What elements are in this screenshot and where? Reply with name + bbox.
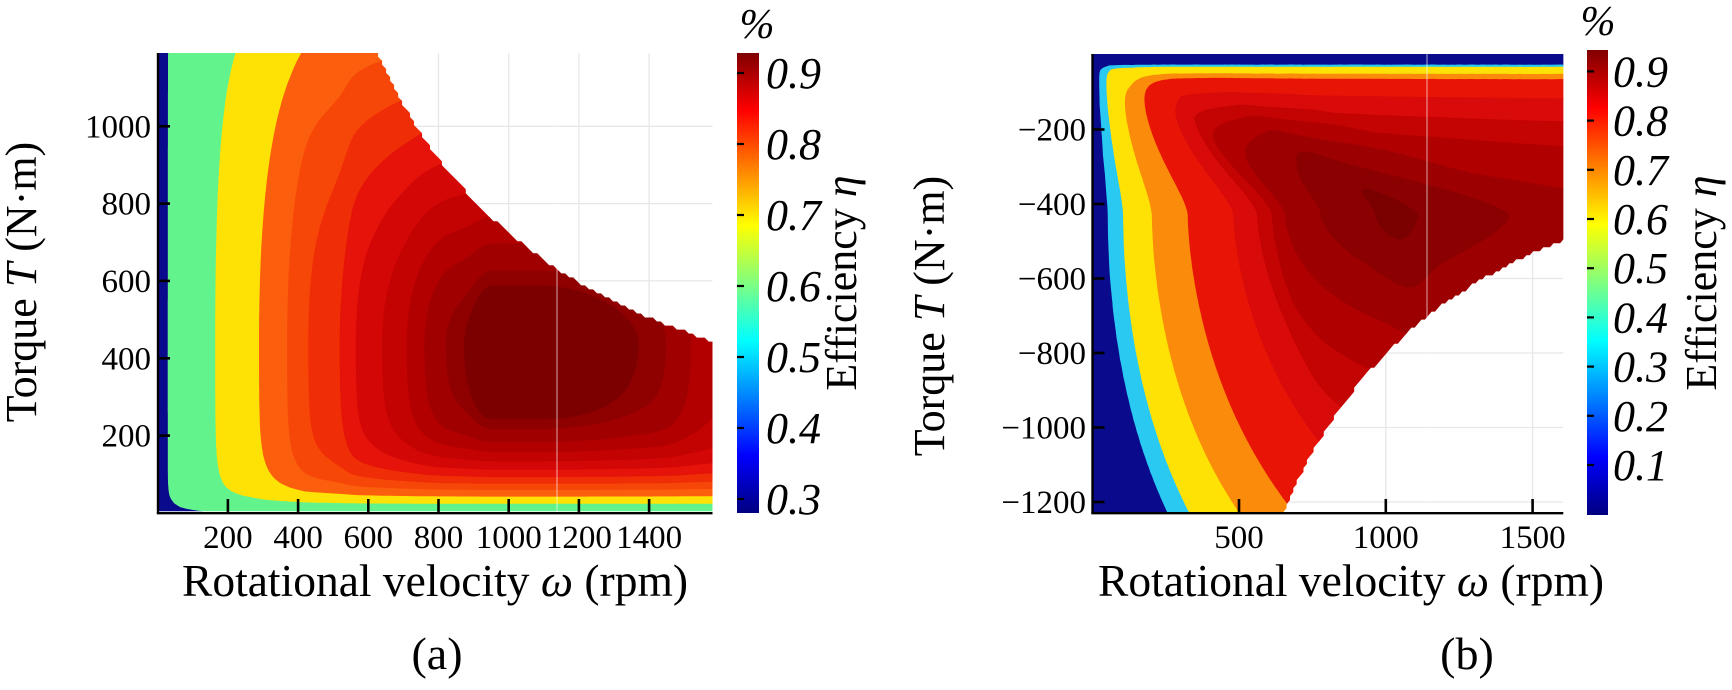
svg-text:400: 400 [273, 520, 323, 556]
svg-text:−200: −200 [1018, 113, 1086, 149]
svg-text:0.2: 0.2 [1613, 392, 1668, 441]
svg-text:0.3: 0.3 [766, 475, 821, 524]
svg-text:0.4: 0.4 [766, 404, 821, 453]
svg-text:0.3: 0.3 [1613, 343, 1668, 392]
svg-text:0.1: 0.1 [1613, 441, 1668, 490]
svg-text:%: % [1581, 0, 1616, 45]
svg-text:0.5: 0.5 [766, 333, 821, 382]
svg-text:Rotational velocity ω (rpm): Rotational velocity ω (rpm) [182, 555, 688, 606]
svg-text:1400: 1400 [616, 520, 682, 556]
svg-text:600: 600 [102, 264, 152, 300]
svg-text:0.7: 0.7 [1613, 146, 1670, 195]
svg-text:(b): (b) [1440, 628, 1494, 679]
svg-text:Efficiency η: Efficiency η [817, 175, 866, 390]
svg-text:1500: 1500 [1500, 520, 1566, 556]
svg-text:0.9: 0.9 [766, 49, 821, 98]
svg-text:−1000: −1000 [1001, 411, 1086, 447]
svg-text:0.7: 0.7 [766, 191, 823, 240]
svg-text:%: % [740, 2, 775, 48]
svg-text:−1200: −1200 [1001, 485, 1086, 521]
svg-text:500: 500 [1214, 520, 1264, 556]
svg-text:0.8: 0.8 [766, 120, 821, 169]
svg-text:Efficiency η: Efficiency η [1677, 175, 1726, 390]
svg-text:Rotational velocity ω (rpm): Rotational velocity ω (rpm) [1098, 555, 1604, 606]
svg-text:−400: −400 [1018, 187, 1086, 223]
svg-text:800: 800 [414, 520, 464, 556]
svg-text:1000: 1000 [85, 109, 151, 145]
svg-text:0.6: 0.6 [1613, 195, 1668, 244]
svg-text:−600: −600 [1018, 262, 1086, 298]
svg-text:1000: 1000 [476, 520, 542, 556]
svg-text:(a): (a) [411, 628, 462, 679]
svg-text:0.4: 0.4 [1613, 293, 1668, 342]
svg-text:0.8: 0.8 [1613, 97, 1668, 146]
svg-text:800: 800 [102, 187, 152, 223]
svg-text:0.9: 0.9 [1613, 47, 1668, 96]
svg-text:0.5: 0.5 [1613, 244, 1668, 293]
svg-text:200: 200 [203, 520, 253, 556]
svg-text:−800: −800 [1018, 336, 1086, 372]
svg-text:200: 200 [102, 419, 152, 455]
svg-text:1200: 1200 [546, 520, 612, 556]
svg-text:1000: 1000 [1353, 520, 1419, 556]
svg-text:0.6: 0.6 [766, 262, 821, 311]
svg-text:400: 400 [102, 341, 152, 377]
svg-text:Torque T (N·m): Torque T (N·m) [905, 176, 954, 456]
svg-text:600: 600 [344, 520, 394, 556]
svg-text:Torque T (N·m): Torque T (N·m) [0, 142, 46, 422]
